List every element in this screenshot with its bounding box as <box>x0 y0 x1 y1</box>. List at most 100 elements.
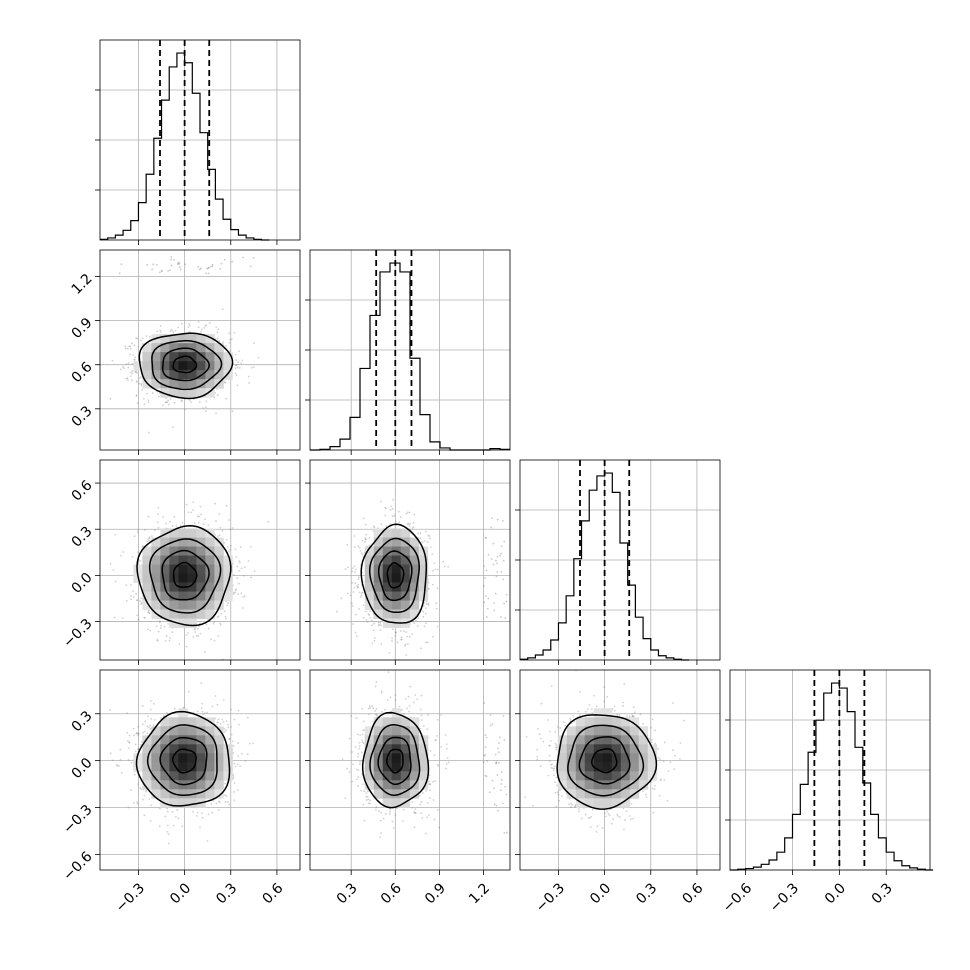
scatter-point <box>177 326 180 329</box>
scatter-point <box>140 382 143 385</box>
density-cell <box>391 564 402 574</box>
scatter-point <box>139 560 141 562</box>
density-cell <box>151 591 161 601</box>
scatter-point <box>173 258 175 261</box>
density-cell <box>178 573 188 583</box>
scatter-point <box>267 520 270 523</box>
scatter-point <box>126 347 129 350</box>
density-cell <box>169 343 179 353</box>
scatter-point <box>185 645 188 648</box>
scatter-point <box>391 507 394 510</box>
scatter-point <box>351 567 354 570</box>
density-cell <box>178 379 188 389</box>
density-cell <box>205 573 215 583</box>
scatter-point <box>207 627 210 630</box>
scatter-point <box>353 565 356 568</box>
scatter-point <box>232 574 235 577</box>
scatter-point <box>235 588 238 591</box>
scatter-point <box>388 652 391 654</box>
scatter-point <box>232 776 235 779</box>
scatter-point <box>248 382 250 384</box>
density-cell <box>196 352 206 362</box>
density-cell <box>142 591 152 601</box>
scatter-point <box>242 574 245 577</box>
scatter-point <box>159 621 161 624</box>
scatter-point <box>417 532 420 535</box>
scatter-point <box>148 611 150 614</box>
scatter-point <box>205 623 208 626</box>
density-cell <box>187 600 197 610</box>
scatter-point <box>242 596 245 598</box>
scatter-point <box>220 612 222 615</box>
scatter-point <box>391 515 394 518</box>
scatter-point <box>165 635 168 638</box>
scatter-point <box>130 594 132 597</box>
density-cell <box>151 370 161 380</box>
scatter-point <box>434 568 437 571</box>
density-cell <box>400 573 411 583</box>
scatter-point <box>347 566 349 569</box>
scatter-point <box>352 623 354 625</box>
scatter-point <box>500 571 503 573</box>
scatter-point <box>428 587 430 590</box>
scatter-point <box>385 507 387 510</box>
density-cell <box>178 334 188 344</box>
scatter-point <box>379 629 382 632</box>
contour-line <box>172 355 198 374</box>
density-cell <box>142 343 152 353</box>
density-cell <box>133 564 143 574</box>
density-cell <box>187 343 197 353</box>
scatter-point <box>406 511 409 514</box>
scatter-point <box>240 362 243 365</box>
panel-content <box>310 460 510 660</box>
contours <box>138 332 234 400</box>
scatter-point <box>364 538 367 541</box>
scatter-point <box>371 642 374 645</box>
scatter-point <box>146 540 149 543</box>
scatter-point <box>165 522 168 525</box>
density-cell <box>214 591 224 601</box>
scatter-point <box>131 556 134 558</box>
scatter-point <box>353 535 356 537</box>
scatter-point <box>229 548 232 551</box>
scatter-point <box>431 569 434 572</box>
density-cell <box>364 582 375 592</box>
density-cell <box>196 361 206 371</box>
scatter-point <box>199 632 202 635</box>
density-cell <box>169 370 179 380</box>
scatter-point <box>218 513 221 515</box>
density-cell <box>223 564 233 574</box>
scatter-point <box>140 339 143 342</box>
scatter-point <box>359 596 362 599</box>
scatter-point <box>253 570 256 572</box>
scatter-point <box>223 380 226 383</box>
scatter-point <box>155 625 158 628</box>
scatter-point <box>170 264 173 267</box>
scatter-point <box>493 609 496 612</box>
scatter-point <box>190 401 192 404</box>
scatter-point <box>185 634 188 637</box>
density-cell <box>214 379 224 389</box>
scatter-point <box>218 340 221 343</box>
scatter-point <box>150 535 153 538</box>
scatter-point <box>175 524 178 527</box>
scatter-point <box>426 541 429 544</box>
scatter-point <box>181 521 184 524</box>
scatter-point <box>194 628 197 631</box>
scatter-point <box>242 607 245 609</box>
density-cell <box>187 361 197 371</box>
panel-frame <box>309 249 511 451</box>
contour-line <box>360 523 428 624</box>
scatter-point <box>373 622 375 625</box>
scatter-point <box>171 631 174 634</box>
contour-line <box>377 550 413 602</box>
scatter-point <box>221 308 224 311</box>
scatter-point <box>132 590 134 593</box>
scatter-point <box>485 616 488 618</box>
scatter-point <box>357 576 360 579</box>
density-cell <box>196 582 206 592</box>
density-cell <box>418 555 429 565</box>
scatter-point <box>179 268 182 271</box>
scatter-point <box>234 591 237 594</box>
scatter-point <box>205 272 208 275</box>
